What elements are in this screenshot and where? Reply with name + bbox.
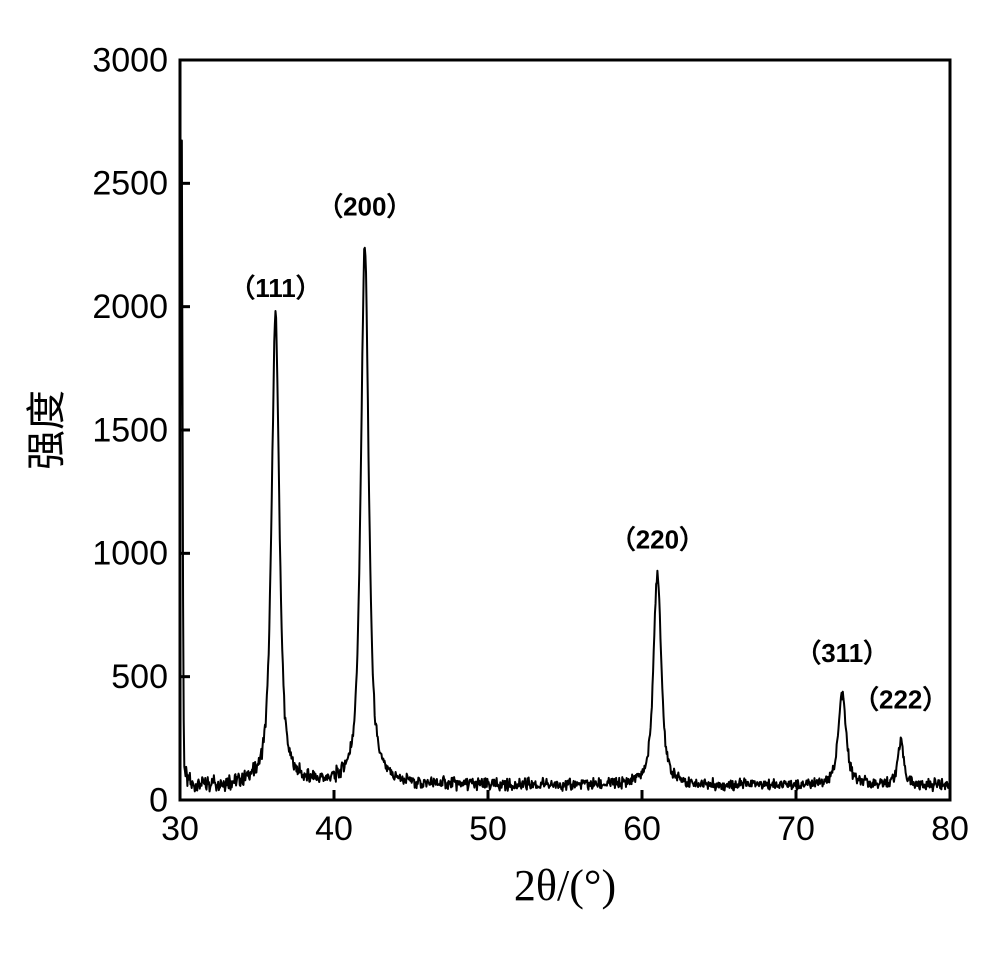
- svg-text:500: 500: [111, 658, 168, 696]
- svg-text:70: 70: [777, 810, 815, 848]
- svg-text:1000: 1000: [92, 535, 168, 573]
- svg-text:（222）: （222）: [853, 685, 948, 715]
- svg-text:（311）: （311）: [795, 638, 889, 668]
- svg-text:80: 80: [931, 810, 969, 848]
- svg-text:1500: 1500: [92, 411, 168, 449]
- svg-text:0: 0: [149, 781, 168, 819]
- xrd-chart: 3040506070800500100015002000250030002θ/(…: [0, 0, 996, 968]
- svg-text:2θ/(°): 2θ/(°): [514, 861, 616, 910]
- svg-text:50: 50: [469, 810, 507, 848]
- svg-text:2500: 2500: [92, 165, 168, 203]
- chart-svg: 3040506070800500100015002000250030002θ/(…: [0, 0, 996, 968]
- svg-text:40: 40: [315, 810, 353, 848]
- svg-text:60: 60: [623, 810, 661, 848]
- svg-text:（200）: （200）: [317, 191, 412, 221]
- svg-text:强度: 强度: [24, 390, 69, 470]
- svg-text:（111）: （111）: [229, 273, 322, 303]
- svg-text:3000: 3000: [92, 41, 168, 79]
- svg-text:2000: 2000: [92, 288, 168, 326]
- svg-text:（220）: （220）: [610, 524, 705, 554]
